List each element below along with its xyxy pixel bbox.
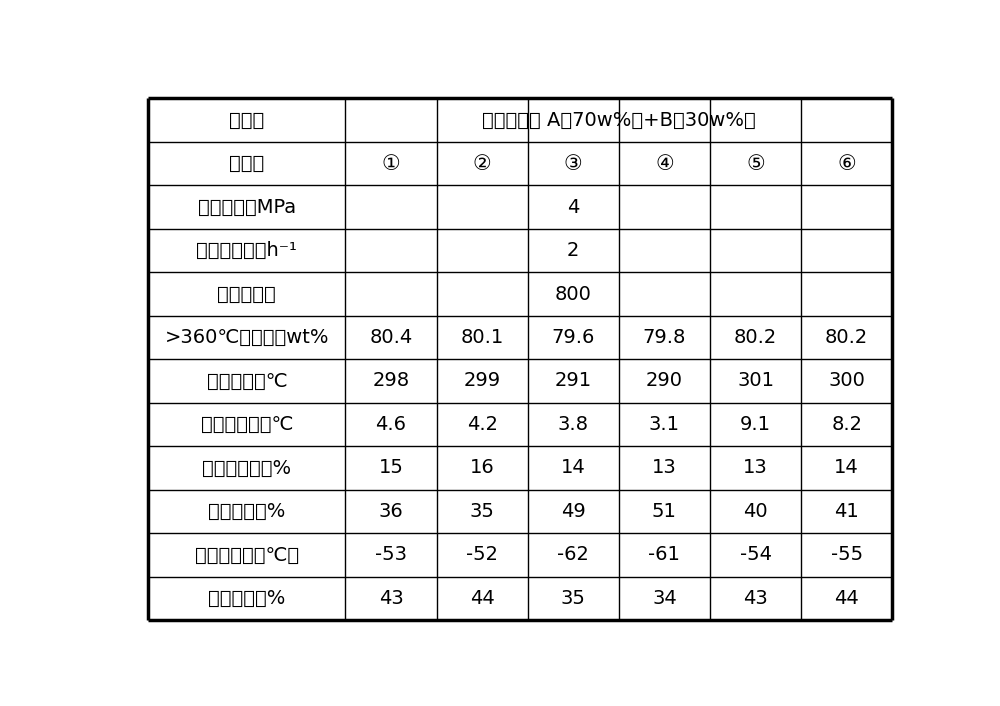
Text: 34: 34	[652, 589, 677, 608]
Text: 36: 36	[379, 502, 403, 521]
Text: ⑥: ⑥	[837, 153, 856, 174]
Text: 41: 41	[834, 502, 859, 521]
Text: 氢油体积比: 氢油体积比	[217, 285, 276, 304]
Text: 费托合成油 A（70w%）+B（30w%）: 费托合成油 A（70w%）+B（30w%）	[482, 111, 756, 130]
Text: 13: 13	[652, 458, 677, 477]
Text: 3.1: 3.1	[649, 415, 680, 434]
Text: -55: -55	[831, 546, 863, 565]
Text: 300: 300	[828, 371, 865, 390]
Text: 反应温度，℃: 反应温度，℃	[207, 371, 287, 390]
Text: ①: ①	[382, 153, 400, 174]
Text: -62: -62	[557, 546, 589, 565]
Text: 原料油: 原料油	[229, 111, 264, 130]
Text: 80.2: 80.2	[734, 328, 777, 347]
Text: 80.2: 80.2	[825, 328, 868, 347]
Text: >360℃转化率，wt%: >360℃转化率，wt%	[165, 328, 329, 347]
Text: -61: -61	[648, 546, 680, 565]
Text: 8.2: 8.2	[831, 415, 862, 434]
Text: 15: 15	[379, 458, 403, 477]
Text: 4.2: 4.2	[467, 415, 498, 434]
Text: -54: -54	[740, 546, 772, 565]
Text: 9.1: 9.1	[740, 415, 771, 434]
Text: 反应器温升，℃: 反应器温升，℃	[201, 415, 293, 434]
Text: 43: 43	[743, 589, 768, 608]
Text: 3.8: 3.8	[558, 415, 589, 434]
Text: 航某收率，%: 航某收率，%	[208, 502, 286, 521]
Text: 44: 44	[470, 589, 494, 608]
Text: 航某冰点，（℃）: 航某冰点，（℃）	[195, 546, 299, 565]
Text: 石脑油收率，%: 石脑油收率，%	[202, 458, 291, 477]
Text: 49: 49	[561, 502, 586, 521]
Text: 4.6: 4.6	[375, 415, 406, 434]
Text: ②: ②	[473, 153, 491, 174]
Text: 43: 43	[379, 589, 403, 608]
Text: 44: 44	[834, 589, 859, 608]
Text: 298: 298	[372, 371, 410, 390]
Text: ③: ③	[564, 153, 583, 174]
Text: 35: 35	[561, 589, 586, 608]
Text: 40: 40	[743, 502, 768, 521]
Text: 301: 301	[737, 371, 774, 390]
Text: 催化剂: 催化剂	[229, 154, 264, 173]
Text: -53: -53	[375, 546, 407, 565]
Text: 13: 13	[743, 458, 768, 477]
Text: 79.8: 79.8	[643, 328, 686, 347]
Text: 79.6: 79.6	[552, 328, 595, 347]
Text: 4: 4	[567, 198, 579, 217]
Text: 35: 35	[470, 502, 495, 521]
Text: 291: 291	[555, 371, 592, 390]
Text: 反应压力，MPa: 反应压力，MPa	[198, 198, 296, 217]
Text: 16: 16	[470, 458, 494, 477]
Text: 14: 14	[561, 458, 586, 477]
Text: -52: -52	[466, 546, 498, 565]
Text: 总体积空速，h⁻¹: 总体积空速，h⁻¹	[196, 241, 297, 260]
Text: 80.4: 80.4	[369, 328, 413, 347]
Text: 2: 2	[567, 241, 579, 260]
Text: 51: 51	[652, 502, 677, 521]
Text: 柴油收率，%: 柴油收率，%	[208, 589, 286, 608]
Text: ④: ④	[655, 153, 674, 174]
Text: 80.1: 80.1	[460, 328, 504, 347]
Text: 299: 299	[464, 371, 501, 390]
Text: ⑤: ⑤	[746, 153, 765, 174]
Text: 290: 290	[646, 371, 683, 390]
Text: 14: 14	[834, 458, 859, 477]
Text: 800: 800	[555, 285, 592, 304]
